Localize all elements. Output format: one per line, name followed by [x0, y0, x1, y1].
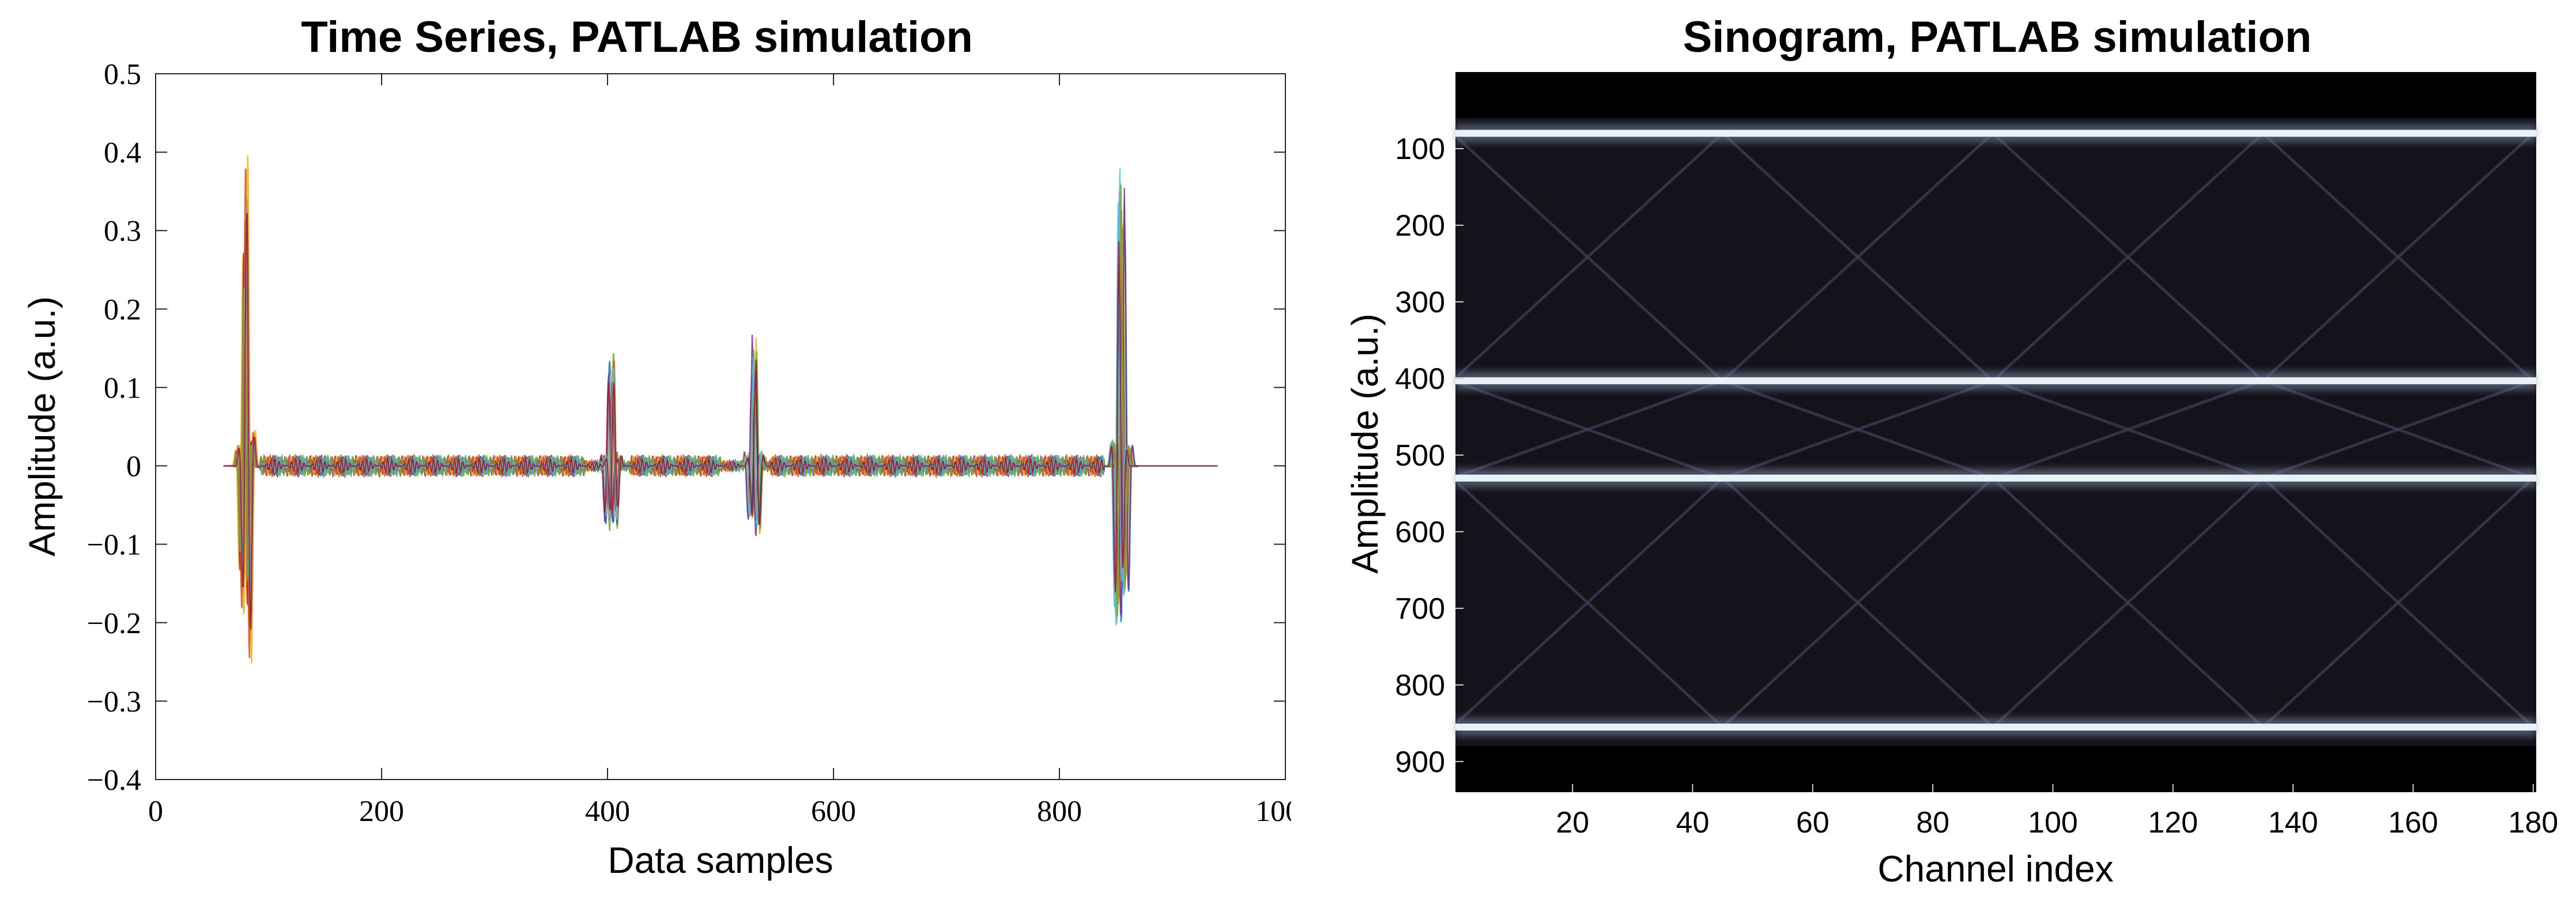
- y-tick-label: 500: [1395, 439, 1445, 472]
- y-tick-label: −0.4: [87, 764, 141, 797]
- diagonal-line: [2532, 376, 2536, 382]
- sinogram-image: [1455, 72, 2536, 792]
- diagonal-line: [1721, 132, 1994, 382]
- x-axis: 0 200 400 600 800 1000: [148, 74, 1291, 828]
- y-tick-label: 400: [1395, 362, 1445, 396]
- diagonal-line: [1455, 476, 1724, 727]
- bright-band: [1455, 130, 2536, 137]
- y-tick-label: 100: [1395, 133, 1445, 166]
- y-tick-label: 200: [1395, 209, 1445, 243]
- y-tick-label: 600: [1395, 516, 1445, 549]
- x-tick-label: 800: [1037, 795, 1082, 828]
- diagonal-line: [1722, 379, 1994, 480]
- x-tick-label: 160: [2388, 806, 2438, 839]
- x-tick-label: 40: [1676, 806, 1710, 839]
- y-tick-label: −0.3: [87, 686, 141, 718]
- bright-band: [1455, 377, 2536, 384]
- diagonal-line: [2532, 379, 2536, 384]
- chart-title: Sinogram, PATLAB simulation: [1683, 13, 2312, 62]
- y-tick-label: 0.2: [104, 293, 141, 326]
- x-tick-label: 1000: [1255, 795, 1291, 828]
- y-axis: 100 200 300 400 500 600 700 800 900: [1395, 133, 1464, 779]
- diagonal-line: [1721, 476, 1994, 728]
- y-tick-label: −0.2: [87, 607, 141, 640]
- time-series-chart: Time Series, PATLAB simulation 0 200 400 60…: [21, 13, 1291, 881]
- diagonal-line: [2532, 132, 2536, 138]
- diagonal-line: [2262, 476, 2534, 728]
- sinogram-diagonals: [1455, 132, 2536, 728]
- y-tick-label: 0: [126, 451, 141, 483]
- y-axis: −0.4 −0.3 −0.2 −0.1 0 0.1 0.2 0.3 0.4 0.5: [87, 58, 1285, 797]
- bright-band: [1455, 723, 2536, 731]
- chart-title: Time Series, PATLAB simulation: [301, 13, 973, 62]
- diagonal-line: [2262, 379, 2534, 480]
- y-axis-label: Amplitude (a.u.): [1344, 313, 1386, 574]
- diagonal-line: [1992, 379, 2264, 480]
- diagonal-line: [1455, 379, 1723, 479]
- x-tick-label: 120: [2148, 806, 2198, 839]
- diagonal-line: [2532, 475, 2536, 480]
- sinogram-chart: Sinogram, PATLAB simulation 20 40 60 80 100 1…: [1344, 13, 2558, 890]
- x-axis-label: Channel index: [1877, 848, 2113, 890]
- x-tick-label: 80: [1916, 806, 1949, 839]
- x-tick-label: 400: [585, 795, 630, 828]
- series-group: [223, 155, 1218, 664]
- bright-band: [1455, 474, 2536, 482]
- diagonal-line: [1992, 132, 2264, 382]
- y-tick-label: 800: [1395, 669, 1445, 702]
- y-tick-label: 0.5: [104, 58, 141, 91]
- diagonal-line: [2262, 132, 2534, 382]
- x-tick-label: 20: [1556, 806, 1589, 839]
- series-line: [223, 212, 1218, 630]
- diagonal-line: [2532, 476, 2536, 483]
- y-axis-label: Amplitude (a.u.): [21, 296, 63, 557]
- y-tick-label: −0.1: [87, 529, 141, 562]
- plot-area: [155, 73, 1286, 780]
- x-axis: 20 40 60 80 100 120 140 160 180: [1556, 784, 2558, 839]
- x-tick-label: 0: [148, 795, 163, 828]
- diagonal-line: [1992, 476, 2264, 728]
- x-tick-label: 200: [359, 795, 404, 828]
- y-tick-label: 0.3: [104, 215, 141, 248]
- diagonal-line: [2532, 722, 2536, 728]
- x-axis-label: Data samples: [608, 839, 833, 881]
- x-tick-label: 60: [1796, 806, 1830, 839]
- x-tick-label: 600: [811, 795, 856, 828]
- y-tick-label: 0.1: [104, 372, 141, 404]
- x-tick-label: 180: [2508, 806, 2558, 839]
- y-tick-label: 900: [1395, 746, 1445, 779]
- diagonal-line: [1455, 132, 1724, 380]
- x-tick-label: 100: [2028, 806, 2078, 839]
- y-tick-label: 0.4: [104, 137, 141, 169]
- y-tick-label: 300: [1395, 286, 1445, 319]
- y-tick-label: 700: [1395, 592, 1445, 626]
- x-tick-label: 140: [2268, 806, 2318, 839]
- sinogram-data-region: [1455, 118, 2536, 747]
